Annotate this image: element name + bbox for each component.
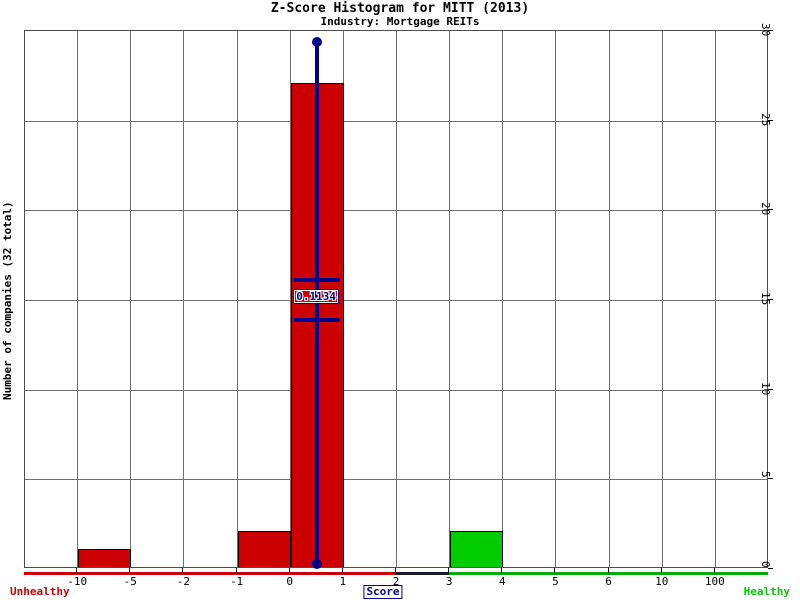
x-axis-tick bbox=[288, 568, 290, 573]
y-axis-tick bbox=[768, 478, 773, 480]
x-axis-label: -5 bbox=[123, 575, 137, 588]
y-axis-tick bbox=[768, 299, 773, 300]
gridline-horizontal bbox=[25, 479, 767, 481]
gridline-vertical bbox=[236, 31, 238, 567]
y-axis-label: 25 bbox=[759, 112, 772, 126]
x-axis-label: 2 bbox=[392, 575, 400, 588]
x-axis-label: 1 bbox=[339, 575, 347, 588]
histogram-bar bbox=[450, 531, 504, 567]
gridline-vertical bbox=[183, 31, 185, 567]
x-axis-label: 6 bbox=[605, 575, 612, 588]
gridline-horizontal bbox=[25, 300, 767, 301]
x-axis-tick bbox=[660, 568, 662, 573]
healthy-annotation: Healthy bbox=[743, 585, 790, 598]
marker-cap-upper bbox=[294, 278, 341, 283]
gridline-vertical bbox=[449, 31, 451, 567]
y-axis-label: 5 bbox=[759, 471, 772, 478]
gridline-vertical bbox=[608, 31, 610, 567]
y-axis-label: 10 bbox=[759, 381, 772, 395]
chart-subtitle: Industry: Mortgage REITs bbox=[320, 15, 480, 28]
y-axis-tick bbox=[768, 209, 773, 211]
histogram-bar bbox=[237, 531, 291, 567]
gridline-vertical bbox=[502, 31, 504, 567]
y-axis-label: 30 bbox=[759, 23, 772, 37]
x-axis-tick bbox=[129, 568, 131, 573]
x-axis-label: 0 bbox=[286, 575, 294, 588]
y-axis-tick bbox=[768, 30, 773, 31]
x-axis-tick bbox=[182, 568, 184, 573]
gridline-horizontal bbox=[25, 389, 767, 391]
x-axis-label: -10 bbox=[67, 575, 88, 588]
gridline-vertical bbox=[77, 31, 79, 567]
plot-area: 0.1134 bbox=[24, 30, 768, 569]
y-axis-tick bbox=[768, 568, 773, 569]
gridline-vertical bbox=[661, 31, 663, 567]
unhealthy-annotation: Unhealthy bbox=[10, 585, 70, 598]
x-axis-tick bbox=[713, 568, 715, 573]
x-axis-tick bbox=[395, 568, 396, 573]
x-axis-tick bbox=[235, 568, 237, 573]
gridline-vertical bbox=[555, 31, 557, 567]
x-axis-label: 4 bbox=[498, 575, 506, 588]
x-axis-label: -2 bbox=[176, 575, 191, 588]
axis-healthy-band bbox=[449, 572, 768, 575]
y-axis-label: 0 bbox=[759, 561, 772, 568]
axis-neutral-band bbox=[396, 572, 450, 575]
gridline-vertical bbox=[714, 31, 716, 567]
x-axis-label: 100 bbox=[704, 575, 725, 588]
x-axis-tick bbox=[501, 568, 503, 573]
x-axis-label: 5 bbox=[552, 575, 559, 588]
marker-dot-bottom bbox=[312, 558, 323, 569]
y-axis-tick bbox=[768, 388, 773, 390]
x-axis-title: Score bbox=[363, 585, 403, 599]
x-axis-tick bbox=[448, 568, 450, 573]
histogram-bar bbox=[78, 549, 132, 567]
gridline-vertical bbox=[289, 31, 291, 567]
x-axis-tick bbox=[554, 568, 556, 573]
gridline-vertical bbox=[396, 31, 397, 567]
x-axis-label: -1 bbox=[229, 575, 244, 588]
x-axis-tick bbox=[341, 568, 343, 573]
y-axis-label: 15 bbox=[759, 292, 772, 306]
x-axis-label: 10 bbox=[655, 575, 669, 588]
marker-value-label: 0.1134 bbox=[293, 289, 340, 305]
gridline-horizontal bbox=[25, 120, 767, 122]
y-axis-label: 20 bbox=[759, 202, 772, 216]
chart-title: Z-Score Histogram for MITT (2013) bbox=[270, 1, 530, 16]
axis-unhealthy-band bbox=[24, 572, 396, 575]
marker-cap-lower bbox=[294, 317, 341, 322]
y-axis-tick bbox=[768, 119, 773, 121]
x-axis-tick bbox=[76, 568, 78, 573]
marker-dot-top bbox=[312, 36, 323, 47]
x-axis-label: 3 bbox=[445, 575, 453, 588]
x-axis-tick bbox=[607, 568, 609, 573]
gridline-vertical bbox=[130, 31, 132, 567]
y-axis-title: Number of companies (32 total) bbox=[1, 201, 14, 400]
marker-range-line bbox=[315, 41, 320, 564]
gridline-horizontal bbox=[25, 210, 767, 212]
